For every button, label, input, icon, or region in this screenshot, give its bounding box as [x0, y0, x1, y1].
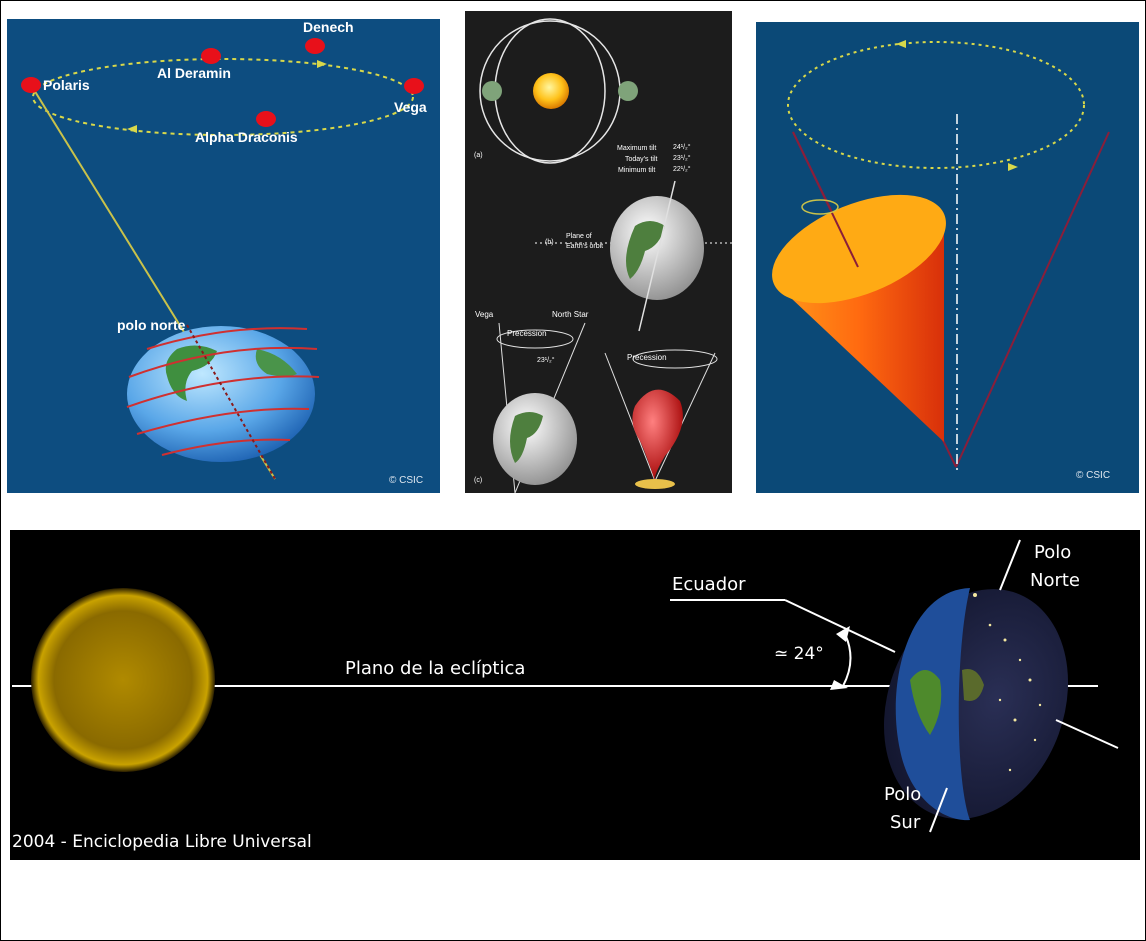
sun — [31, 588, 215, 772]
earth-axis — [792, 131, 859, 268]
axis-line-right — [1055, 719, 1119, 749]
continent — [962, 669, 984, 701]
precession-label: Precession — [627, 353, 667, 362]
orbit-label: Plane of — [566, 233, 592, 240]
precession-label: Precession — [507, 329, 547, 338]
tilt-value: 22¹/₂° — [673, 166, 691, 173]
earth-globe — [493, 393, 577, 485]
tilt-label: Today's tilt — [625, 156, 658, 163]
polo-sur-label-line1: Polo — [884, 784, 922, 805]
star-alpha-draconis — [256, 111, 276, 127]
credit-label: © CSIC — [1076, 470, 1111, 481]
polaris-precession-panel: Denech Al Deramin Polaris Vega Alpha Dra… — [7, 19, 440, 493]
angle-label: 23¹/₂° — [537, 357, 555, 364]
south-axis-line — [929, 787, 948, 833]
latitude-lines — [126, 327, 320, 456]
tilted-earth — [610, 196, 704, 300]
sun — [533, 73, 569, 109]
precession-cone-diagram — [772, 40, 1110, 474]
angle-arrow — [830, 680, 848, 690]
orbit-arrow — [127, 125, 137, 133]
precession-orbit — [787, 41, 1085, 169]
precession-ellipse — [632, 349, 718, 369]
ecliptic-diagram — [12, 539, 1119, 833]
textbook-precession-diagram — [479, 18, 732, 493]
earth-small — [482, 81, 502, 101]
north-axis-line — [999, 539, 1021, 591]
subfig-c: (c) — [474, 477, 483, 484]
subfig-a: (a) — [474, 152, 483, 159]
tilt-label: Maximum tilt — [617, 145, 657, 152]
vega-label: Vega — [475, 310, 494, 319]
star-label-polaris: Polaris — [43, 77, 90, 93]
axis-line — [654, 352, 716, 482]
spinning-top — [632, 389, 683, 481]
ecliptic-label: Plano de la eclíptica — [345, 658, 526, 679]
tilt-label: Minimum tilt — [618, 167, 656, 174]
star-label-alpha-draconis: Alpha Draconis — [195, 129, 298, 145]
precession-ellipse — [496, 329, 574, 349]
angle-label: ≃ 24° — [774, 644, 824, 664]
continent — [910, 670, 942, 735]
earth-small — [618, 81, 638, 101]
tilt-value: 23¹/₂° — [673, 155, 691, 162]
credit-label: 2004 - Enciclopedia Libre Universal — [12, 832, 312, 852]
angle-arrow — [836, 626, 850, 642]
cone-edge — [955, 131, 1110, 468]
star-vega — [404, 78, 424, 94]
spin-ring — [801, 199, 839, 215]
polaris-precession-diagram — [21, 38, 424, 480]
star-label-vega: Vega — [394, 99, 427, 115]
textbook-precession-panel: Maximum tilt Today's tilt Minimum tilt 2… — [465, 11, 732, 493]
tilt-axis — [638, 180, 676, 332]
city-lights — [973, 593, 1042, 772]
orbit-arrow — [1008, 163, 1018, 171]
precession-cone-panel: © CSIC — [756, 22, 1139, 493]
star-denech — [305, 38, 325, 54]
orbit-arrow — [896, 40, 906, 48]
polo-norte-label-line2: Norte — [1030, 570, 1081, 591]
star-label-al-deramin: Al Deramin — [157, 65, 231, 81]
star-label-denech: Denech — [303, 19, 354, 35]
ecuador-label: Ecuador — [672, 574, 746, 595]
polo-sur-label-line2: Sur — [890, 812, 921, 833]
top-base — [635, 479, 675, 489]
subfig-b: (b) — [545, 239, 554, 246]
precession-orbit — [32, 58, 414, 136]
continent — [510, 412, 543, 463]
cone-top — [772, 194, 946, 304]
pole-label: polo norte — [117, 317, 186, 333]
ecliptic-panel: Ecuador Polo Norte Polo Sur ≃ 24° Plano … — [10, 530, 1140, 860]
orbit-arrow — [317, 60, 327, 68]
continent — [255, 349, 297, 377]
continent — [626, 221, 665, 279]
orbit-label: Earth's orbit — [566, 243, 604, 250]
tilt-value: 24¹/₂° — [673, 144, 691, 151]
credit-label: © CSIC — [389, 475, 424, 486]
equator-line — [784, 599, 896, 653]
star-al-deramin — [201, 48, 221, 64]
axis-line — [604, 352, 656, 482]
polo-norte-label-line1: Polo — [1034, 542, 1072, 563]
north-star-label: North Star — [552, 310, 589, 319]
star-polaris — [21, 77, 41, 93]
continent — [165, 345, 217, 401]
